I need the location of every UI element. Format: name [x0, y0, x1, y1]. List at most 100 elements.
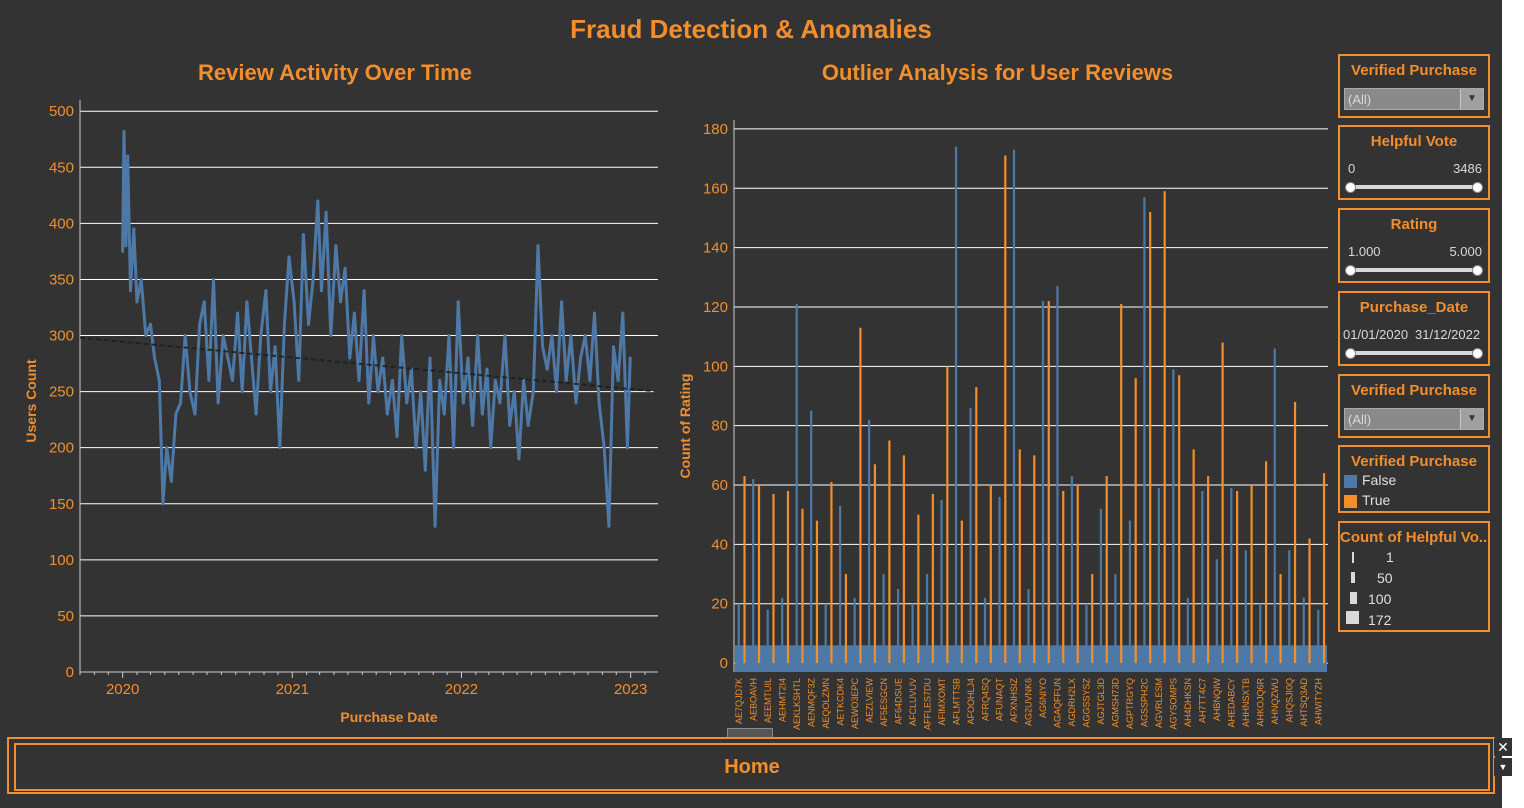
bar-true: [801, 508, 804, 664]
bar-true: [873, 464, 877, 664]
close-icon[interactable]: ✕: [1494, 738, 1512, 756]
slider-handle-max[interactable]: [1472, 182, 1483, 193]
data-point: [264, 289, 268, 293]
x-tick-label: AHHNSXTB: [1241, 678, 1251, 727]
trend-line: [79, 336, 659, 393]
slider-handle-min[interactable]: [1345, 265, 1356, 276]
data-point: [165, 446, 169, 450]
slider-handle-max[interactable]: [1472, 265, 1483, 276]
data-point: [564, 378, 568, 382]
bar-false: [940, 499, 943, 664]
base-band: [735, 645, 1327, 672]
data-point: [498, 401, 502, 405]
data-point: [531, 390, 535, 394]
data-point: [508, 423, 512, 427]
legend-swatch-false[interactable]: [1344, 475, 1357, 488]
x-tick-label: AEZLVIEW: [864, 677, 874, 722]
bar-false: [810, 410, 813, 664]
data-point: [169, 479, 173, 483]
data-point: [230, 378, 234, 382]
chevron-down-icon[interactable]: ▼: [1460, 89, 1483, 109]
slider-handle-min[interactable]: [1345, 348, 1356, 359]
y-tick-label: 140: [703, 240, 728, 257]
filter-helpful-vote: Helpful Vote 0 3486: [1338, 125, 1490, 200]
bar-false: [1114, 574, 1117, 664]
data-point: [153, 356, 157, 360]
x-tick-label: AHEDABCY: [1227, 678, 1237, 728]
data-point: [254, 412, 258, 416]
x-tick-label: AHNQZWU: [1270, 678, 1280, 725]
x-tick-label: AGDRH2LX: [1067, 678, 1077, 727]
bar-true: [1178, 375, 1181, 664]
bar-false: [766, 609, 769, 664]
data-point: [311, 277, 315, 281]
bar-false: [1288, 550, 1291, 664]
data-point: [236, 311, 240, 315]
x-axis-title: Purchase Date: [340, 709, 437, 725]
data-point: [357, 378, 361, 382]
bar-true: [1004, 155, 1007, 664]
bar-false: [1157, 488, 1160, 664]
review-activity-chart[interactable]: 0 50 100 150 200 250 300 350 400 450 500 2020 2021 20…: [0, 90, 670, 730]
legend-label-true[interactable]: True: [1362, 492, 1391, 508]
bar-false: [1128, 520, 1131, 664]
data-point: [545, 367, 549, 371]
bar-true: [1221, 342, 1224, 664]
x-tick-label: AGVRLESM: [1154, 678, 1164, 728]
bar-true: [1091, 574, 1094, 664]
y-tick-label: 100: [49, 552, 74, 569]
bar-false: [954, 146, 958, 664]
x-tick-label: AH4DHKSN: [1183, 678, 1193, 727]
legend-label-false[interactable]: False: [1362, 472, 1397, 488]
data-point: [316, 199, 320, 203]
filter-purchase-date: Purchase_Date 01/01/2020 31/12/2022: [1338, 291, 1490, 366]
line-chart-title: Review Activity Over Time: [198, 60, 472, 85]
bar-false: [1056, 286, 1059, 664]
bar-false: [1273, 348, 1276, 664]
rating-slider[interactable]: [1345, 265, 1483, 276]
more-options-icon[interactable]: ▼: [1494, 758, 1512, 776]
bar-false: [824, 603, 827, 664]
dropdown-value: (All): [1348, 412, 1372, 427]
bar-true: [1047, 301, 1050, 664]
data-point: [362, 289, 366, 293]
data-point: [625, 446, 629, 450]
range-max: 31/12/2022: [1415, 327, 1481, 342]
outlier-analysis-chart[interactable]: 0 20 40 60 80 100 120 140 160 180 AE7QJD7K AEBOAVH A…: [670, 90, 1335, 735]
x-tick-label: AGSSPH2C: [1140, 678, 1150, 728]
bar-false: [839, 505, 842, 664]
bar-false: [1070, 476, 1074, 664]
bar-false: [795, 304, 798, 664]
range-min: 0: [1348, 161, 1356, 176]
data-point: [188, 390, 192, 394]
x-tick-label: AHQSJI0Q: [1285, 678, 1295, 723]
data-point: [385, 412, 389, 416]
data-point: [569, 334, 573, 338]
bar-true: [1207, 476, 1210, 664]
slider-handle-max[interactable]: [1472, 348, 1483, 359]
purchase-date-slider[interactable]: [1345, 348, 1483, 359]
y-tick-label: 150: [49, 496, 74, 513]
data-point: [202, 300, 206, 304]
data-point: [249, 356, 253, 360]
legend-swatch-true[interactable]: [1344, 495, 1357, 508]
verified-purchase-dropdown[interactable]: (All) ▼: [1344, 408, 1484, 430]
data-point: [278, 446, 282, 450]
dashboard-title: Fraud Detection & Anomalies: [570, 14, 932, 44]
data-point: [456, 300, 460, 304]
data-point: [433, 524, 437, 528]
chevron-down-icon[interactable]: ▼: [1460, 409, 1483, 429]
data-point: [198, 322, 202, 326]
data-point: [541, 345, 545, 349]
bar-true: [917, 514, 920, 664]
home-button[interactable]: Home: [14, 743, 1490, 791]
helpful-vote-slider[interactable]: [1345, 182, 1483, 193]
data-point: [621, 311, 625, 315]
data-point: [428, 356, 432, 360]
y-tick-label: 400: [49, 215, 74, 232]
slider-handle-min[interactable]: [1345, 182, 1356, 193]
bar-true: [1120, 304, 1123, 664]
verified-purchase-dropdown[interactable]: (All) ▼: [1344, 88, 1484, 110]
range-min: 01/01/2020: [1343, 327, 1409, 342]
data-point: [307, 322, 311, 326]
